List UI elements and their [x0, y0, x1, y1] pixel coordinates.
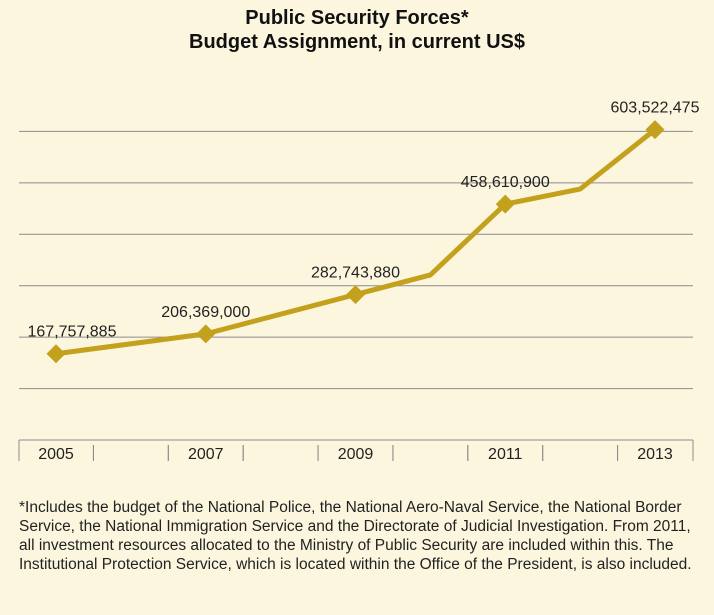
x-tick-label: 2007 [188, 446, 224, 463]
chart-subtitle: Budget Assignment, in current US$ [189, 31, 525, 53]
x-tick-label: 2011 [488, 446, 523, 463]
data-point [645, 120, 665, 140]
series-line [53, 127, 658, 357]
x-tick-label: 2005 [38, 446, 74, 463]
data-point [495, 194, 515, 214]
footnote: *Includes the budget of the National Pol… [19, 499, 692, 573]
line-chart: 2005 2007 2009 2011 2013 167,757,885 206,369,0… [18, 100, 700, 463]
data-point [196, 324, 216, 344]
x-tick-label: 2013 [637, 446, 673, 463]
x-tick-label: 2009 [338, 446, 374, 463]
data-label: 458,610,900 [461, 174, 550, 191]
chart-title: Public Security Forces* [245, 7, 469, 29]
data-label: 167,757,885 [28, 324, 117, 341]
data-point [346, 285, 365, 305]
data-point [46, 344, 66, 364]
data-label: 206,369,000 [161, 304, 250, 321]
chart-title-block: Public Security Forces* Budget Assignmen… [0, 6, 714, 54]
data-label: 282,743,880 [311, 265, 400, 282]
data-label: 603,522,475 [611, 100, 700, 117]
